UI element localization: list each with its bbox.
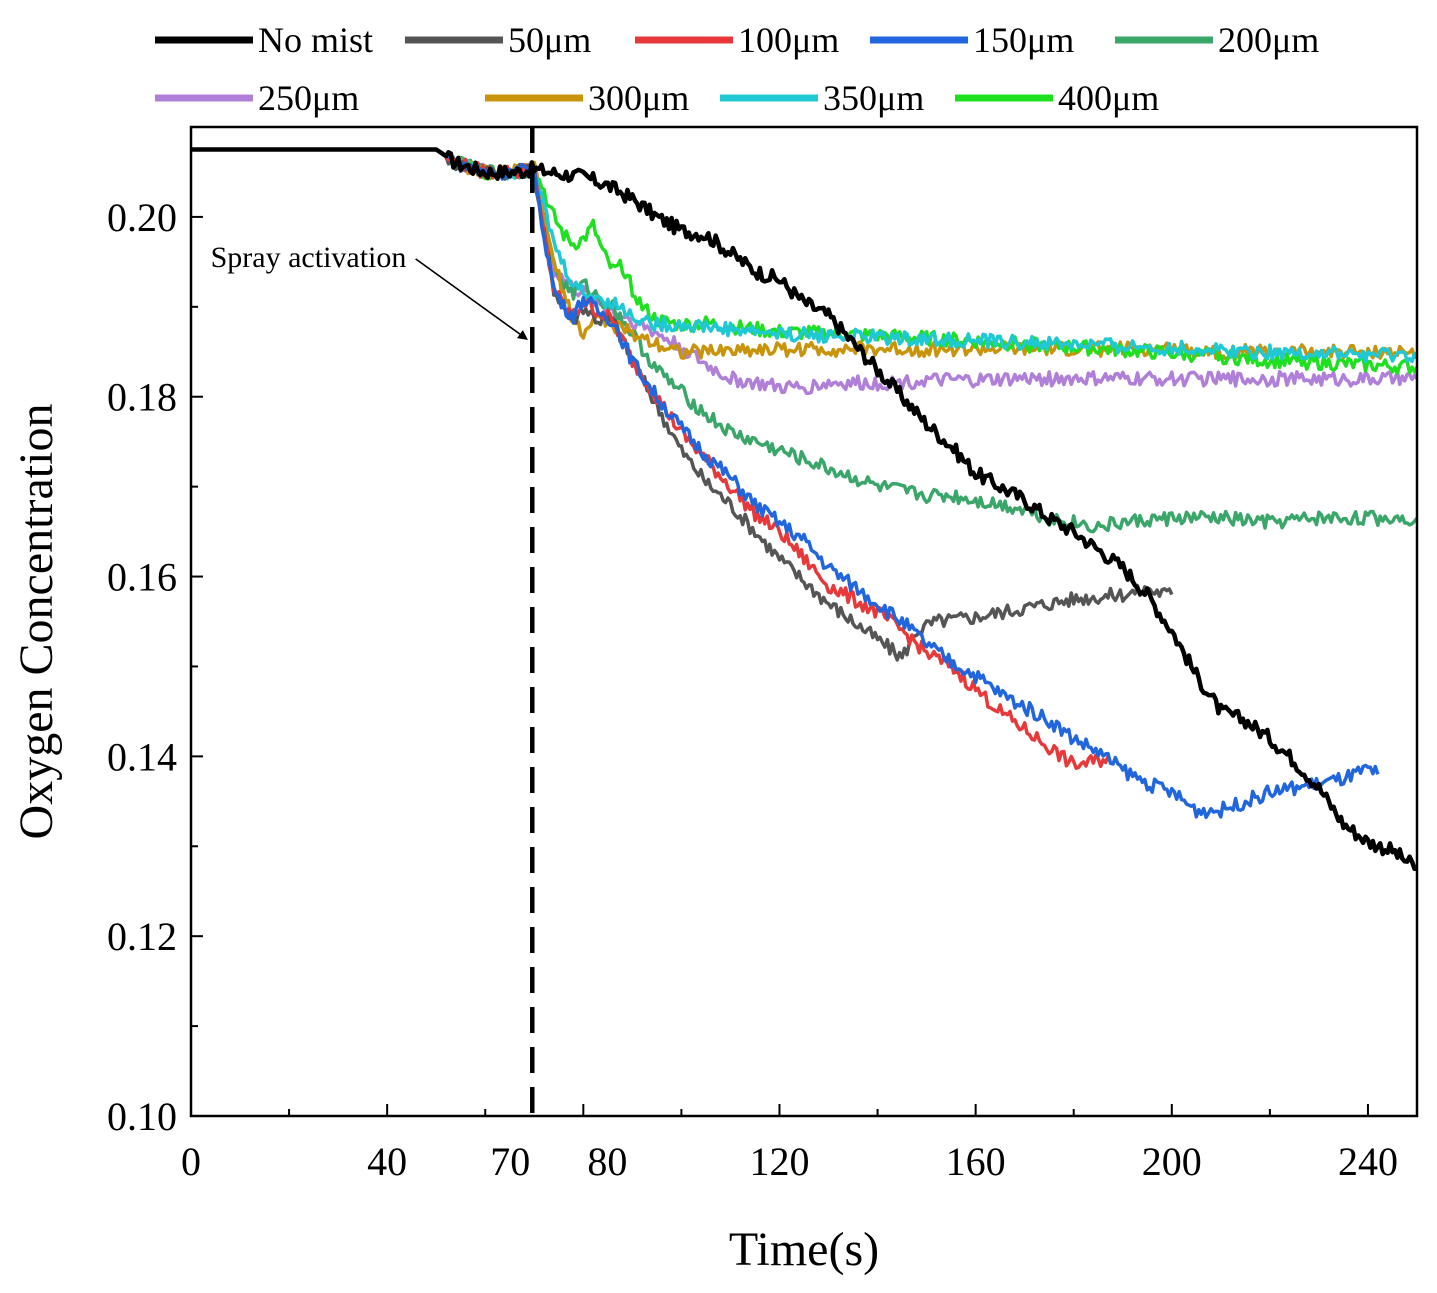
legend-label: 150μm [973, 20, 1074, 60]
plot-frame [189, 125, 1419, 1118]
y-axis-label: Oxygen Concentration [10, 404, 63, 840]
axes: 0 40 70 80 120 160 200 240 0.10 0.12 0.14 0.16 0.18 0… [107, 126, 1398, 1184]
legend-item: 150μm [870, 20, 1074, 60]
legend-item: 50μm [405, 20, 591, 60]
legend-label: 50μm [508, 20, 591, 60]
x-tick-label: 240 [1338, 1139, 1398, 1184]
legend-item: 350μm [720, 78, 924, 118]
legend: No mist 50μm 100μm 150μm 200μm 250μm 300μm 350μ… [155, 20, 1319, 118]
x-tick-label: 70 [490, 1139, 530, 1184]
spray-activation-arrow [415, 258, 528, 340]
series-line-no-mist [191, 147, 1418, 872]
y-tick-label: 0.14 [107, 734, 177, 779]
x-tick-label: 0 [181, 1139, 201, 1184]
x-tick-label: 160 [946, 1139, 1006, 1184]
legend-label: No mist [258, 20, 373, 60]
spray-activation-layer: Spray activation [211, 127, 535, 1116]
legend-label: 300μm [588, 78, 689, 118]
legend-item: 100μm [635, 20, 839, 60]
y-tick-label: 0.16 [107, 555, 177, 600]
legend-item: 400μm [955, 78, 1159, 118]
legend-item: 250μm [155, 78, 359, 118]
series-layer [191, 147, 1419, 872]
legend-label: 350μm [823, 78, 924, 118]
legend-label: 200μm [1218, 20, 1319, 60]
x-tick-label: 120 [749, 1139, 809, 1184]
x-tick-label: 40 [367, 1139, 407, 1184]
legend-label: 400μm [1058, 78, 1159, 118]
x-tick-label: 80 [587, 1139, 627, 1184]
y-tick-label: 0.12 [107, 914, 177, 959]
x-tick-label: 200 [1142, 1139, 1202, 1184]
y-tick-label: 0.20 [107, 195, 177, 240]
legend-item: 200μm [1115, 20, 1319, 60]
legend-item: 300μm [485, 78, 689, 118]
legend-item: No mist [155, 20, 373, 60]
series-line-200um [191, 147, 1419, 534]
spray-activation-label: Spray activation [211, 241, 407, 274]
legend-label: 250μm [258, 78, 359, 118]
x-axis-label: Time(s) [729, 1223, 879, 1276]
legend-label: 100μm [738, 20, 839, 60]
y-tick-label: 0.18 [107, 375, 177, 420]
y-tick-label: 0.10 [107, 1094, 177, 1139]
